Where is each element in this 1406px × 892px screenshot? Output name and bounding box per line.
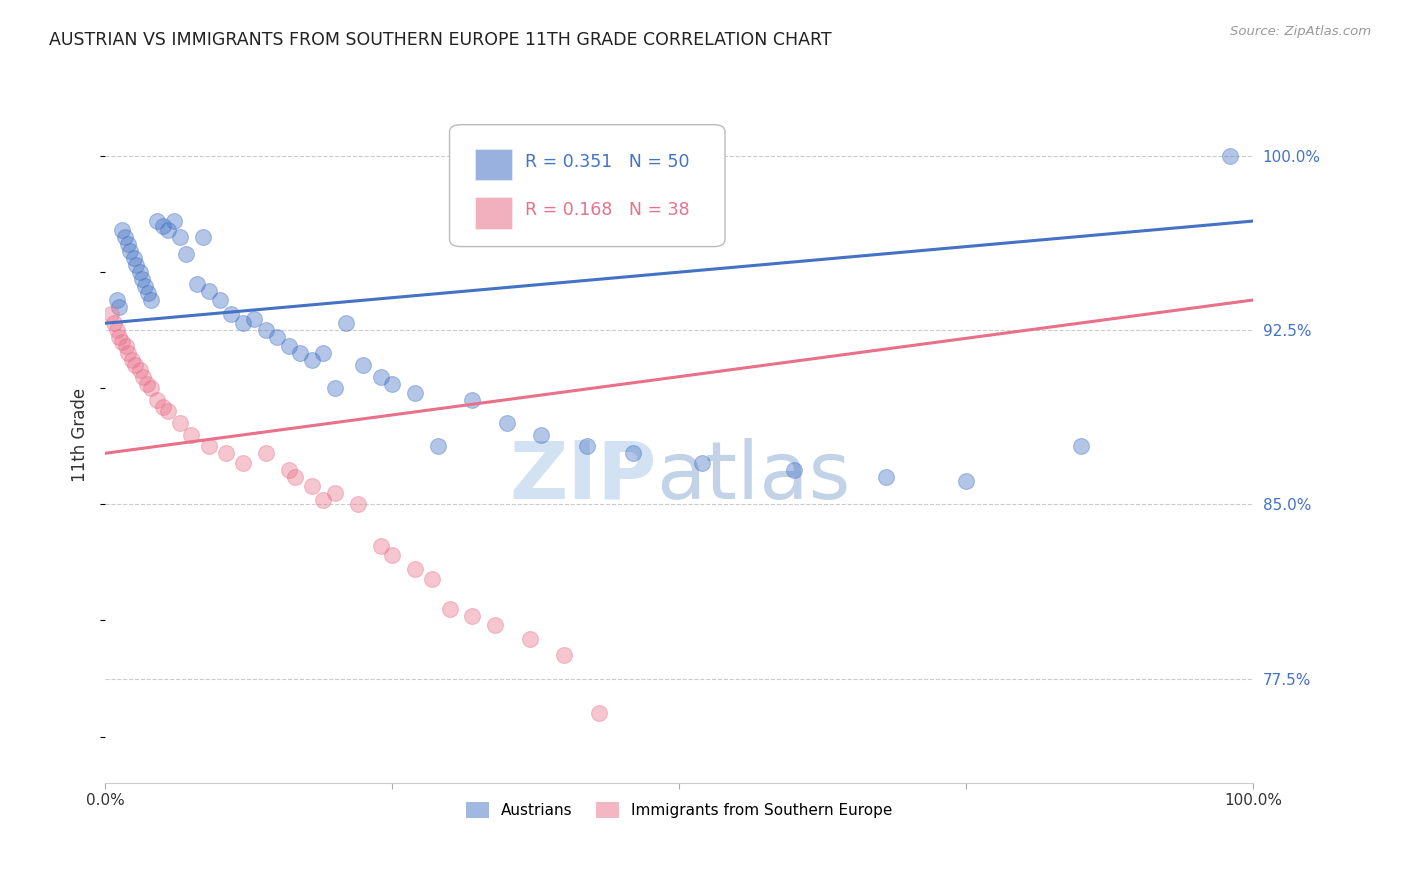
Point <box>404 385 426 400</box>
Point <box>335 316 357 330</box>
Point <box>122 251 145 265</box>
Point <box>124 358 146 372</box>
Point <box>146 392 169 407</box>
Point <box>103 316 125 330</box>
Point <box>427 439 450 453</box>
Point <box>277 339 299 353</box>
Point <box>301 353 323 368</box>
Point <box>370 539 392 553</box>
Point <box>105 293 128 307</box>
Legend: Austrians, Immigrants from Southern Europe: Austrians, Immigrants from Southern Euro… <box>460 796 898 824</box>
Point <box>232 456 254 470</box>
Point <box>139 381 162 395</box>
Point <box>1219 149 1241 163</box>
Text: atlas: atlas <box>657 437 851 516</box>
Point <box>439 602 461 616</box>
Point <box>232 316 254 330</box>
Point <box>576 439 599 453</box>
Point <box>169 416 191 430</box>
Point <box>121 353 143 368</box>
Point <box>461 608 484 623</box>
Point <box>323 485 346 500</box>
Point <box>111 223 134 237</box>
Point <box>290 346 312 360</box>
Text: R = 0.351   N = 50: R = 0.351 N = 50 <box>526 153 690 171</box>
Point <box>131 272 153 286</box>
Point <box>277 462 299 476</box>
Point <box>621 446 644 460</box>
Point <box>163 214 186 228</box>
Text: ZIP: ZIP <box>509 437 657 516</box>
Point <box>105 323 128 337</box>
Point <box>553 648 575 663</box>
Point <box>1070 439 1092 453</box>
Point <box>519 632 541 646</box>
Point <box>136 286 159 301</box>
Point <box>115 339 138 353</box>
Point <box>135 376 157 391</box>
Point <box>284 469 307 483</box>
Point <box>120 244 142 259</box>
Point <box>420 572 443 586</box>
Point <box>152 400 174 414</box>
Point <box>125 258 148 272</box>
Point <box>191 230 214 244</box>
Point <box>169 230 191 244</box>
Point <box>312 346 335 360</box>
Point <box>117 237 139 252</box>
Point <box>128 362 150 376</box>
Point <box>461 392 484 407</box>
Point <box>157 223 180 237</box>
Text: Source: ZipAtlas.com: Source: ZipAtlas.com <box>1230 25 1371 38</box>
Point <box>404 562 426 576</box>
Point <box>690 456 713 470</box>
Point <box>146 214 169 228</box>
Point <box>134 279 156 293</box>
Point <box>139 293 162 307</box>
Point <box>254 323 277 337</box>
Point <box>132 369 155 384</box>
Point <box>381 376 404 391</box>
Point <box>301 479 323 493</box>
Point <box>180 427 202 442</box>
Point <box>221 307 243 321</box>
FancyBboxPatch shape <box>450 125 725 246</box>
Point <box>323 381 346 395</box>
Point <box>100 307 122 321</box>
Point <box>174 246 197 260</box>
Point <box>484 618 506 632</box>
Point <box>157 404 180 418</box>
Point <box>108 330 131 344</box>
Point <box>117 346 139 360</box>
Point <box>186 277 208 291</box>
Point <box>128 265 150 279</box>
Point <box>254 446 277 460</box>
Point <box>496 416 519 430</box>
Point <box>208 293 231 307</box>
Point <box>152 219 174 233</box>
Point <box>266 330 288 344</box>
Point <box>108 300 131 314</box>
Point <box>243 311 266 326</box>
Point <box>353 358 375 372</box>
Point <box>114 230 136 244</box>
Bar <box>475 197 512 229</box>
Point <box>197 284 219 298</box>
Point <box>111 334 134 349</box>
Bar <box>475 149 512 180</box>
Point <box>346 497 368 511</box>
Point <box>370 369 392 384</box>
Point <box>312 492 335 507</box>
Point <box>530 427 553 442</box>
Point <box>381 549 404 563</box>
Point <box>875 469 897 483</box>
Point <box>783 462 806 476</box>
Point <box>588 706 610 721</box>
Text: R = 0.168   N = 38: R = 0.168 N = 38 <box>526 202 690 219</box>
Point <box>197 439 219 453</box>
Y-axis label: 11th Grade: 11th Grade <box>72 388 89 482</box>
Text: AUSTRIAN VS IMMIGRANTS FROM SOUTHERN EUROPE 11TH GRADE CORRELATION CHART: AUSTRIAN VS IMMIGRANTS FROM SOUTHERN EUR… <box>49 31 832 49</box>
Point <box>955 474 977 488</box>
Point <box>215 446 238 460</box>
